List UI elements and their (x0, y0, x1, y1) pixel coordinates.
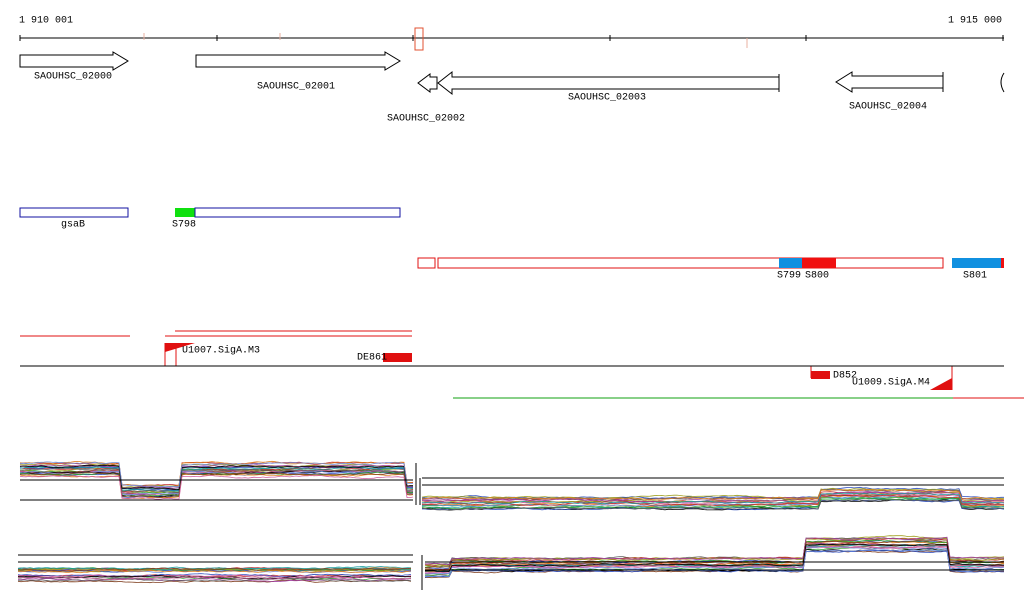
region-label[interactable]: S801 (963, 271, 987, 282)
feature-mark[interactable] (383, 353, 412, 362)
panel-lines (18, 463, 1004, 590)
expression-trace (424, 543, 1004, 573)
expression-trace (19, 466, 414, 492)
region-label[interactable]: S799 (777, 271, 801, 282)
expression-trace (17, 567, 412, 572)
expression-trace (421, 492, 1005, 505)
cursor[interactable] (414, 27, 424, 51)
expression-trace (17, 573, 412, 577)
expression-trace (19, 461, 414, 488)
feature-label[interactable]: DE861 (357, 353, 387, 364)
region-box[interactable] (802, 258, 836, 268)
gene-arrow[interactable] (1000, 72, 1005, 93)
expression-trace (17, 578, 412, 582)
region-box[interactable] (437, 257, 944, 269)
region-box[interactable] (175, 208, 195, 217)
expression-trace (19, 472, 414, 498)
expression-trace (421, 491, 1005, 503)
gene-arrow[interactable] (19, 51, 129, 71)
ruler-start: 1 910 001 (19, 16, 73, 27)
gene-label[interactable]: SAOUHSC_02000 (34, 72, 112, 83)
gene-label[interactable]: SAOUHSC_02003 (568, 93, 646, 104)
ruler-ticks (19, 35, 1004, 41)
region-label[interactable]: S800 (805, 271, 829, 282)
expression-trace (421, 489, 1005, 501)
expression-trace (421, 494, 1005, 506)
expression-trace (424, 546, 1005, 576)
feature-mark[interactable] (811, 371, 830, 379)
expression-trace (425, 548, 1005, 578)
expression-trace (17, 574, 412, 579)
expression-trace (19, 460, 414, 487)
region-box[interactable] (19, 207, 129, 218)
gene-arrow[interactable] (835, 71, 944, 93)
gene-arrows[interactable] (19, 51, 1005, 96)
expression-trace (421, 499, 1005, 511)
expression-trace (421, 487, 1005, 500)
expression-trace (17, 579, 412, 584)
expression-trace (421, 486, 1004, 499)
gene-arrow[interactable] (437, 70, 780, 96)
region-box[interactable] (952, 258, 1001, 268)
expression-trace (19, 473, 414, 500)
region-box[interactable] (417, 257, 436, 269)
gene-label[interactable]: SAOUHSC_02001 (257, 82, 335, 93)
gene-label[interactable]: SAOUHSC_02004 (849, 102, 927, 113)
gene-arrow[interactable] (417, 73, 438, 93)
region-box[interactable] (1001, 258, 1004, 268)
expression-traces (17, 460, 1005, 584)
gene-label[interactable]: SAOUHSC_02002 (387, 114, 465, 125)
feature-label[interactable]: U1009.SigA.M4 (852, 377, 930, 389)
ruler-marks (143, 33, 748, 48)
expression-trace (424, 536, 1005, 566)
expression-trace (19, 474, 414, 500)
region-box[interactable] (194, 207, 401, 218)
expression-trace (17, 575, 412, 581)
expression-trace (424, 545, 1005, 574)
feature-lines (20, 330, 1024, 399)
gene-arrow[interactable] (195, 51, 401, 71)
expression-trace (17, 567, 412, 571)
expression-trace (17, 569, 412, 574)
expression-trace (19, 467, 414, 493)
region-label[interactable]: S798 (172, 220, 196, 231)
expression-trace (19, 467, 414, 493)
region-label[interactable]: gsaB (61, 220, 85, 231)
expression-trace (19, 464, 413, 491)
expression-trace (424, 549, 1004, 578)
feature-label[interactable]: U1007.SigA.M3 (182, 345, 260, 357)
feature-mark[interactable] (165, 343, 195, 352)
ruler-end: 1 915 000 (948, 16, 1002, 27)
region-box[interactable] (779, 258, 802, 268)
feature-mark[interactable] (930, 378, 952, 390)
feature-label[interactable]: D852 (833, 371, 857, 382)
